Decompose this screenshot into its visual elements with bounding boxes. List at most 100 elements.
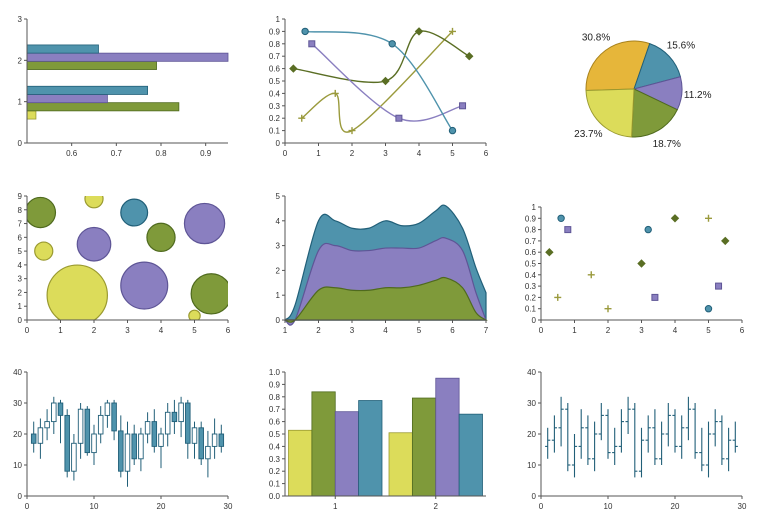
- y-tick-label: 9: [18, 192, 23, 201]
- pie-slice-0: [585, 40, 651, 92]
- x-tick-label: 6: [484, 149, 489, 158]
- candle-body: [37, 427, 44, 444]
- x-tick-label: 5: [706, 326, 711, 335]
- candle-body: [131, 433, 137, 460]
- y-tick-label: 4: [18, 261, 23, 270]
- y-tick-label: 0.2: [269, 114, 281, 123]
- bar-s4-cat-2: [26, 44, 99, 54]
- y-tick-label: 40: [13, 368, 22, 377]
- y-tick-label: 0.9: [269, 380, 281, 389]
- x-tick-label: 4: [673, 326, 678, 335]
- candle-body: [138, 433, 144, 460]
- pie-label: 15.6%: [667, 40, 695, 51]
- y-tick-label: 30: [13, 399, 22, 408]
- x-tick-label: 2: [316, 326, 321, 335]
- y-tick-label: 0.4: [269, 442, 281, 451]
- data-point-square: [564, 226, 572, 234]
- series-line-s4: [305, 30, 454, 131]
- bubble-area: [27, 196, 228, 320]
- x-tick-label: 1: [58, 326, 63, 335]
- y-tick-label: 5: [276, 192, 281, 201]
- x-tick-label: 10: [604, 502, 613, 511]
- y-tick-label: 0.6: [525, 248, 537, 257]
- x-tick-label: 3: [383, 149, 388, 158]
- x-tick-label: 4: [383, 326, 388, 335]
- y-tick-label: 1: [18, 98, 23, 107]
- x-tick-label: 5: [417, 326, 422, 335]
- data-point-plus: [554, 293, 562, 301]
- x-tick-label: 3: [350, 326, 355, 335]
- candle-body: [171, 411, 178, 423]
- data-point-square: [459, 102, 467, 110]
- panel-2-axes: 0 0.1 0.2 0.3 0.4 0.5 0.6 0.7 0.8 0.9 1 0 1 2 3 4 5 6: [269, 15, 489, 158]
- x-tick-label: 4: [417, 149, 422, 158]
- bubble-s2: [27, 196, 57, 229]
- y-tick-label: 0.9: [525, 214, 537, 223]
- candle-body: [30, 433, 37, 444]
- bar-s4-cat-1: [26, 85, 148, 95]
- y-tick-label: 20: [13, 430, 22, 439]
- panel-4-bubble-chart: [27, 196, 228, 320]
- y-tick-label: 0: [18, 316, 23, 325]
- y-tick-label: 0.2: [269, 467, 281, 476]
- x-tick-label: 3: [125, 326, 130, 335]
- panel-7-axes: 0 10 20 30 40 0 10 20 30: [13, 368, 233, 511]
- x-tick-label: 0.8: [155, 149, 167, 158]
- bar-s1-cat-1: [288, 429, 313, 497]
- data-point-diamond: [414, 27, 424, 36]
- candle-body: [91, 433, 97, 454]
- y-tick-label: 0.7: [269, 405, 281, 414]
- y-tick-label: 0: [276, 316, 281, 325]
- data-point-plus: [298, 114, 306, 122]
- y-tick-label: 10: [527, 461, 536, 470]
- x-tick-label: 1: [283, 326, 288, 335]
- y-tick-label: 2: [18, 56, 23, 65]
- bar-s2-cat-2: [26, 60, 157, 70]
- y-tick-label: 40: [527, 368, 536, 377]
- y-tick-label: 0.7: [269, 52, 281, 61]
- pie-label: 30.8%: [582, 32, 610, 43]
- data-point-diamond: [289, 64, 298, 73]
- x-tick-label: 0: [25, 326, 30, 335]
- y-tick-label: 3: [276, 242, 281, 251]
- x-tick-label: 7: [484, 326, 489, 335]
- y-tick-label: 30: [527, 399, 536, 408]
- y-tick-label: 7: [18, 220, 23, 229]
- data-point-plus: [587, 271, 595, 279]
- panel-2-line-chart: [289, 27, 474, 135]
- bar-s3-cat-2: [26, 52, 229, 62]
- y-tick-label: 0.5: [269, 77, 281, 86]
- bar-s2-cat-1: [311, 391, 336, 497]
- y-tick-label: 0: [532, 492, 537, 501]
- candle-body: [218, 433, 225, 447]
- x-tick-label: 6: [226, 326, 231, 335]
- data-point-diamond: [721, 236, 730, 246]
- y-tick-label: 0.8: [525, 226, 537, 235]
- candle-body: [158, 433, 164, 447]
- y-tick-label: 4: [276, 217, 281, 226]
- bubble-s3: [76, 226, 112, 262]
- data-point-plus: [449, 27, 456, 35]
- data-point-circle: [448, 126, 457, 135]
- y-tick-label: 8: [18, 206, 23, 215]
- x-tick-label: 0.7: [111, 149, 123, 158]
- y-tick-label: 10: [13, 461, 22, 470]
- y-tick-label: 0.5: [269, 430, 281, 439]
- y-tick-label: 1: [276, 291, 281, 300]
- data-point-circle: [557, 214, 565, 223]
- bubble-s2: [190, 273, 228, 315]
- candle-body: [124, 433, 131, 472]
- x-tick-label: 2: [350, 149, 355, 158]
- data-point-square: [395, 114, 403, 122]
- x-tick-label: 0: [283, 149, 288, 158]
- x-tick-label: 1: [316, 149, 321, 158]
- y-tick-label: 1: [532, 203, 537, 212]
- y-tick-label: 0.7: [525, 237, 537, 246]
- y-tick-label: 0.2: [525, 293, 537, 302]
- data-point-plus: [705, 214, 712, 222]
- bubble-s1: [46, 264, 108, 320]
- x-tick-label: 0.9: [200, 149, 212, 158]
- panel-6-axes: 0 0.1 0.2 0.3 0.4 0.5 0.6 0.7 0.8 0.9 1 0 1 2 3 4 5 6: [525, 203, 745, 335]
- x-tick-label: 5: [192, 326, 197, 335]
- bar-s1-cat-1: [26, 110, 37, 120]
